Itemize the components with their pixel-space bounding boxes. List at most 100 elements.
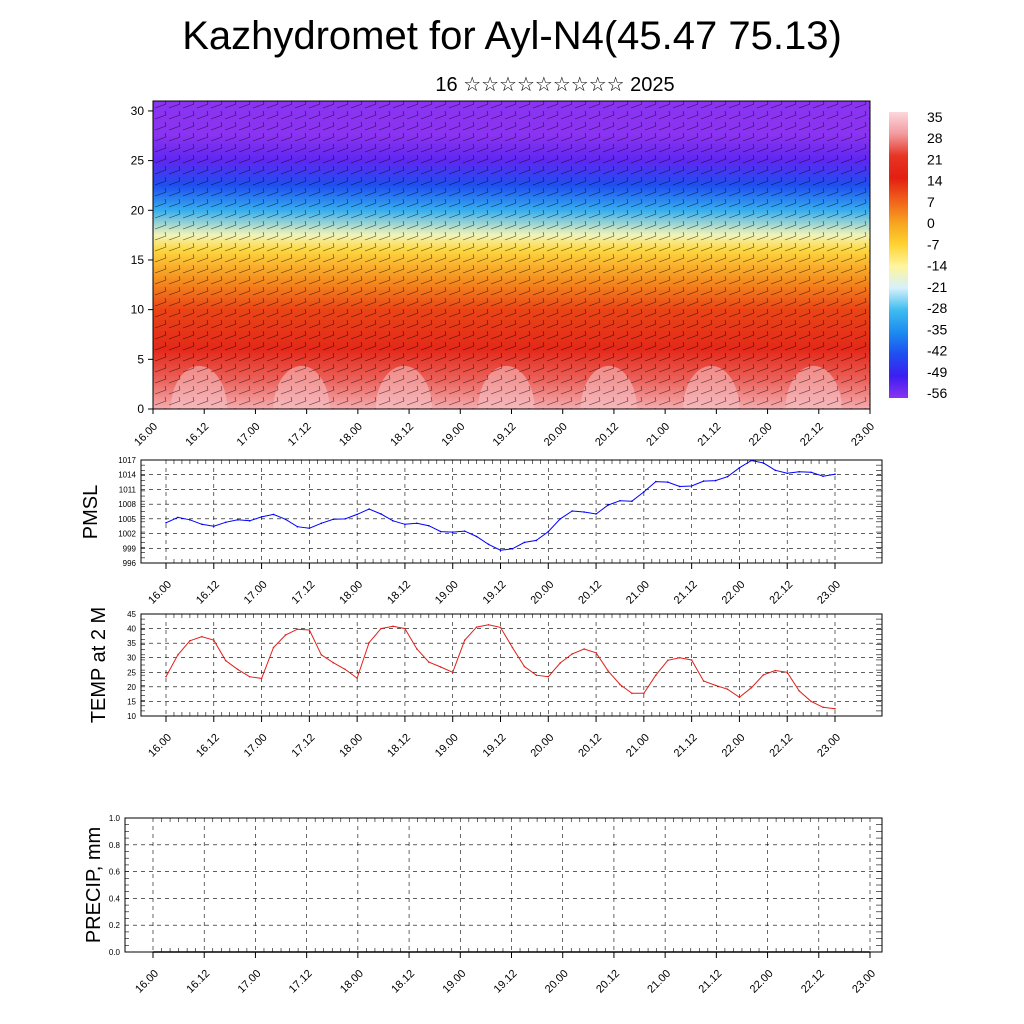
y-tick-label: 10 (131, 303, 145, 317)
data-point (356, 513, 358, 516)
data-point (404, 523, 406, 526)
x-tick-label: 17.00 (235, 421, 263, 449)
data-point (750, 686, 753, 689)
data-point (224, 521, 227, 524)
chart-subtitle: 16 ☆☆☆☆☆☆☆☆☆ 2025 (435, 74, 675, 96)
data-point (451, 531, 454, 533)
x-tick-label: 19.12 (481, 579, 509, 607)
data-point (428, 661, 430, 663)
data-point (810, 471, 812, 474)
colorbar-label: -14 (927, 258, 947, 274)
x-tick-label: 19.12 (481, 732, 509, 760)
data-point (655, 674, 657, 676)
colorbar-label: -49 (927, 364, 947, 380)
y-tick-label: 25 (127, 668, 136, 677)
cross-section-field (153, 101, 870, 409)
x-tick-label: 18.12 (389, 968, 417, 996)
y-tick-label: 15 (131, 253, 145, 267)
x-tick-label: 19.00 (433, 732, 461, 760)
data-point (308, 629, 311, 631)
data-point (284, 634, 287, 636)
x-tick-label: 18.12 (385, 579, 413, 607)
data-point (177, 654, 179, 656)
y-tick-label: 1014 (118, 471, 136, 480)
data-point (607, 670, 609, 672)
data-point (236, 668, 239, 671)
data-point (236, 519, 239, 521)
x-tick-label: 16.00 (132, 421, 160, 449)
data-point (451, 671, 454, 674)
data-point (798, 690, 800, 692)
x-tick-label: 17.12 (290, 579, 318, 607)
data-point (272, 513, 275, 516)
data-point (702, 680, 705, 682)
colorbar-label: 7 (927, 194, 935, 210)
x-tick-label: 23.00 (815, 732, 843, 760)
y-tick-label: 5 (137, 352, 144, 366)
data-point (547, 675, 550, 678)
y-tick-label: 1002 (118, 530, 136, 539)
data-point (774, 469, 777, 472)
data-point (487, 543, 490, 546)
colorbar-label: -35 (927, 321, 947, 337)
x-tick-label: 19.00 (439, 421, 467, 449)
precipitation-panel: 0.0 0.2 0.4 0.6 0.8 1.0 16.00 16.12 17.00 17.12 18… (83, 814, 883, 996)
y-axis-label: PRECIP, mm (83, 827, 105, 943)
data-point (822, 475, 824, 477)
data-point (822, 706, 824, 709)
x-tick-label: 19.00 (433, 579, 461, 607)
data-point (499, 549, 502, 552)
y-tick-label: 1011 (119, 485, 137, 494)
data-point (643, 491, 645, 493)
data-point (726, 688, 729, 690)
data-point (786, 671, 789, 674)
data-point (738, 696, 741, 699)
data-point (702, 480, 705, 482)
data-point (678, 485, 681, 488)
data-point (392, 520, 394, 522)
data-point (344, 668, 346, 671)
data-point (559, 518, 562, 520)
colorbar-label: 21 (927, 151, 943, 167)
data-point (666, 481, 669, 483)
x-tick-label: 21.12 (696, 421, 724, 449)
x-tick-label: 22.00 (720, 579, 748, 607)
y-tick-label: 15 (127, 697, 136, 706)
data-point (296, 525, 299, 528)
y-tick-label: 30 (131, 104, 145, 118)
data-point (404, 627, 406, 630)
x-tick-label: 16.00 (146, 732, 174, 760)
data-point (332, 661, 335, 664)
data-point (523, 541, 526, 544)
data-point (535, 674, 538, 676)
colorbar-label: -21 (927, 279, 947, 295)
y-tick-label: 20 (131, 203, 145, 217)
x-tick-label: 16.00 (133, 968, 161, 996)
y-tick-label: 0.0 (109, 948, 121, 957)
data-point (559, 662, 562, 664)
data-point (332, 518, 335, 521)
panel-frame (140, 459, 883, 564)
x-tick-label: 17.00 (236, 968, 264, 996)
x-tick-label: 16.12 (183, 421, 211, 449)
data-point (762, 674, 765, 676)
y-tick-label: 0.2 (109, 921, 121, 930)
data-point (416, 522, 418, 525)
data-point (595, 513, 597, 515)
data-point (201, 523, 203, 526)
data-point (392, 625, 394, 628)
data-point (463, 530, 466, 532)
cross-section-panel: 0 5 10 15 20 25 30 16.00 16.12 17.00 17.12 18.00 18.… (131, 100, 877, 449)
data-point (511, 646, 514, 649)
x-tick-label: 20.12 (594, 968, 622, 996)
pmsl-panel: 996 999 1002 1005 1008 1011 1014 1017 16.00 16.12… (80, 456, 883, 607)
data-point (619, 683, 621, 686)
x-tick-label: 22.00 (748, 968, 776, 996)
y-tick-label: 1005 (118, 515, 136, 524)
x-tick-label: 20.00 (528, 732, 556, 760)
x-tick-label: 21.12 (697, 968, 725, 996)
y-tick-label: 996 (123, 559, 137, 568)
data-point (714, 684, 717, 687)
data-point (439, 530, 442, 533)
x-tick-label: 21.12 (672, 732, 700, 760)
